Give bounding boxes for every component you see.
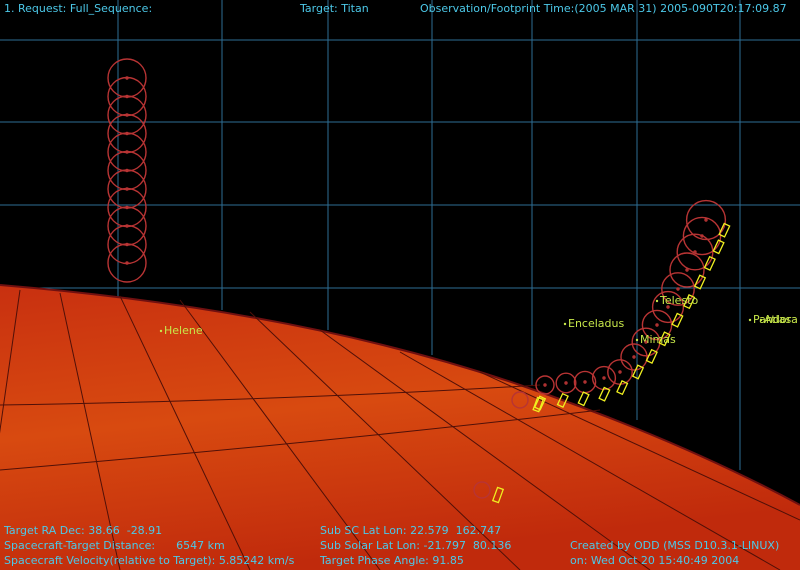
footer-text: Created by ODD (MSS D10.3.1-LINUX) [570,539,779,552]
fov-box [671,312,684,328]
footprint [676,233,714,271]
footprint [620,343,648,371]
footprint [555,372,577,394]
body-label: Telesto [659,294,698,307]
meridians [0,289,800,570]
fov-box [556,392,569,408]
text-layer: 1. Request: Full_Sequence: Target: Titan O… [3,2,798,567]
center-dot [676,287,680,291]
footprint [511,391,529,409]
fov-box [533,395,547,411]
center-dot [618,370,622,374]
footprint [682,216,722,256]
footprints [107,58,727,499]
footer-text: Sub Solar Lat Lon: -21.797 80.136 [320,539,511,552]
body-dot [655,299,659,303]
body-label: Helene [164,324,203,337]
fov-box [616,380,629,396]
request-label: 1. Request: Full_Sequence: [4,2,152,15]
fov-box [577,391,590,407]
center-dot [583,380,587,384]
footprint [107,243,147,283]
footprint [685,199,727,241]
body-label: Pandora [753,313,798,326]
footprint [651,290,685,324]
footprint [535,375,555,395]
fov-box [598,386,611,402]
fov-box [683,294,696,310]
body-label: Enceladus [568,317,624,330]
footprint [661,272,695,306]
footprint [641,309,673,341]
center-dot [602,376,606,380]
fov-box [658,331,671,347]
center-dot [564,381,568,385]
center-dot [655,323,659,327]
footer-text: Spacecraft Velocity(relative to Target):… [4,554,295,567]
footprint [473,481,491,499]
center-dot [704,218,708,222]
grid [0,0,800,470]
body-dot [635,338,639,342]
center-dot [685,268,689,272]
fov-box [532,396,545,413]
footer-text: Target RA Dec: 38.66 -28.91 [3,524,162,537]
target-label: Target: Titan [299,2,369,15]
fov-box [718,222,731,238]
center-dot [666,305,670,309]
footer-text: Spacecraft-Target Distance: 6547 km [4,539,225,552]
center-dot [632,355,636,359]
footprint [669,252,705,288]
footer-text: Target Phase Angle: 91.85 [319,554,464,567]
fov-box [491,486,505,504]
body-label: Mimas [640,333,676,346]
body-dot [563,322,567,326]
fov-box [693,274,707,290]
fov-boxes [491,222,731,504]
body-dot [759,318,763,322]
center-dot [125,261,129,265]
body-dot [159,329,163,333]
footer-text: on: Wed Oct 20 15:40:49 2004 [570,554,739,567]
fov-box [645,348,658,364]
time-label: Observation/Footprint Time:(2005 MAR 31)… [420,2,787,15]
center-dot [543,383,547,387]
fov-box [703,255,716,271]
center-dot [700,234,704,238]
footer-text: Sub SC Lat Lon: 22.579 162.747 [320,524,501,537]
center-dot [644,340,648,344]
body-label: Atlas [764,313,791,326]
fov-box [631,364,645,380]
fov-box [712,239,725,255]
titan-surface [0,285,800,570]
body-dot [748,318,752,322]
